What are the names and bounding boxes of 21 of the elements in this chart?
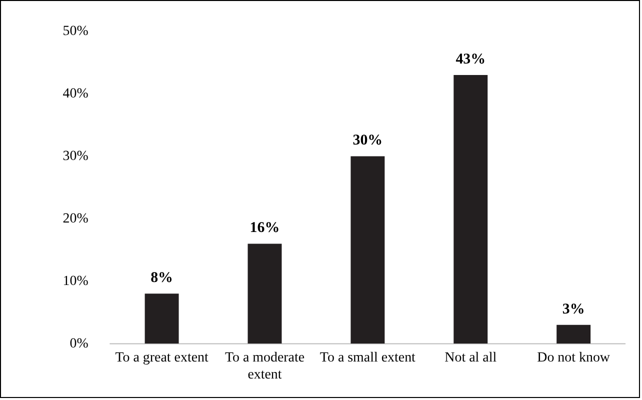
bar [144, 294, 179, 344]
x-tick-label: Do not know [537, 350, 610, 366]
data-label: 30% [352, 132, 383, 149]
x-tick-label: Not al all [444, 350, 497, 366]
bar [454, 74, 488, 344]
x-tick-label: To a small extent [320, 350, 416, 366]
bar [350, 156, 385, 344]
data-label: 8% [150, 270, 173, 286]
y-tick-label: 10% [62, 274, 89, 289]
x-tick-label: To a great extent [115, 350, 208, 366]
bar [556, 324, 591, 344]
data-label: 43% [456, 51, 486, 68]
x-tick-label: To a moderate extent [224, 350, 305, 382]
y-tick-label: 40% [62, 86, 89, 102]
y-tick-label: 20% [62, 211, 89, 226]
y-tick-label: 0% [70, 336, 89, 352]
bar [248, 244, 282, 344]
y-tick-label: 30% [62, 148, 89, 164]
y-tick-label: 50% [62, 24, 89, 39]
data-label: 16% [250, 220, 280, 236]
data-label: 3% [562, 301, 585, 318]
